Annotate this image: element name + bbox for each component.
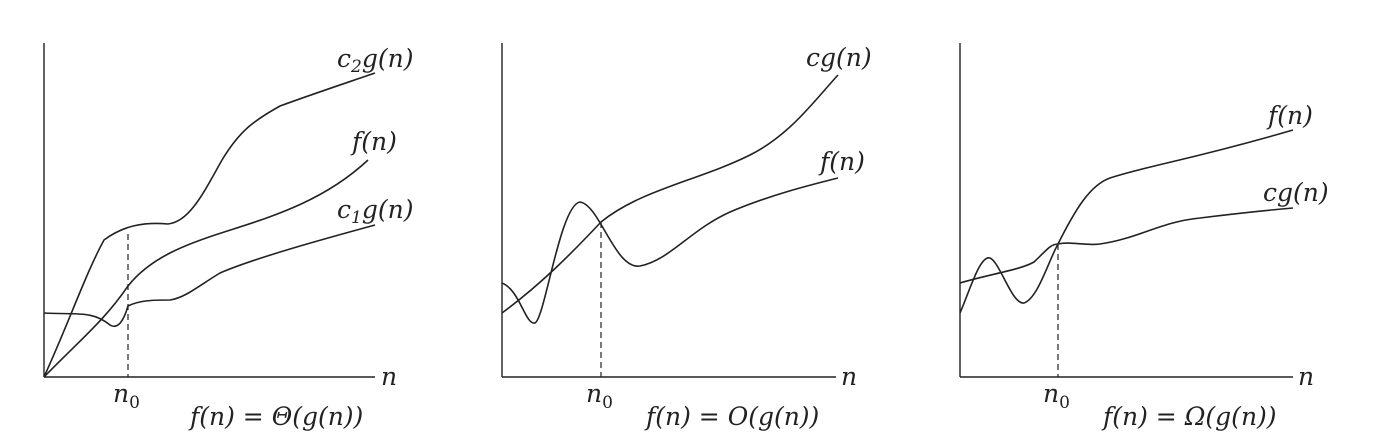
cg-curve	[501, 74, 839, 314]
n0-label: n0	[1043, 379, 1070, 413]
n0-label: n0	[113, 379, 140, 413]
caption-theta: f(n) = Θ(g(n))	[188, 402, 363, 431]
panel-theta: c2g(n) f(n) c1g(n) n n0 f(n) = Θ(g(n))	[43, 43, 413, 431]
x-axis-label: n	[381, 362, 397, 391]
x-axis-label: n	[1298, 362, 1314, 391]
x-axis-label: n	[841, 362, 857, 391]
label-c1g: c1g(n)	[337, 195, 413, 228]
label-f: f(n)	[818, 147, 865, 176]
c2g-curve	[43, 72, 376, 378]
label-c2g: c2g(n)	[337, 44, 413, 77]
f-curve	[959, 129, 1294, 314]
caption-big-o: f(n) = O(g(n))	[644, 402, 819, 431]
n0-label: n0	[586, 379, 613, 413]
caption-omega: f(n) = Ω(g(n))	[1101, 402, 1277, 431]
label-f: f(n)	[350, 127, 397, 156]
label-cg: cg(n)	[806, 43, 872, 72]
c1g-curve	[43, 224, 376, 327]
panel-omega: f(n) cg(n) n n0 f(n) = Ω(g(n))	[959, 43, 1329, 431]
panel-big-o: cg(n) f(n) n n0 f(n) = O(g(n))	[501, 43, 872, 431]
cg-curve	[959, 207, 1294, 284]
label-cg: cg(n)	[1263, 178, 1329, 207]
label-f: f(n)	[1266, 101, 1313, 130]
f-curve	[43, 159, 369, 378]
f-curve	[501, 177, 839, 324]
